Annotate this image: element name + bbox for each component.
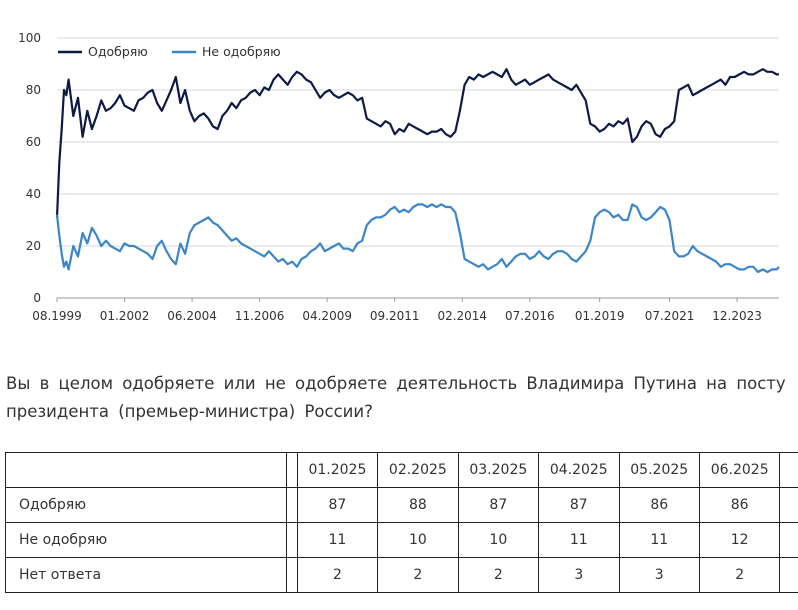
survey-question-line-1: Вы в целом одобряете или не одобряете де… bbox=[6, 374, 786, 393]
y-tick-label: 80 bbox=[26, 83, 41, 97]
table-header-empty bbox=[5, 452, 287, 488]
y-axis-tick-labels: 0 20 40 60 80 100 bbox=[18, 31, 41, 305]
x-tick-label: 11.2006 bbox=[235, 309, 285, 323]
table-header-month: 05.2025 bbox=[618, 452, 700, 488]
chart-legend: Одобряю Не одобряю bbox=[58, 44, 281, 59]
approval-line-chart: 0 20 40 60 80 100 08.1999 01.2002 06.2004 11.200… bbox=[18, 31, 780, 323]
legend-label: Не одобряю bbox=[202, 44, 281, 59]
chart-series-lines bbox=[55, 68, 780, 274]
x-tick-label: 01.2019 bbox=[575, 309, 625, 323]
y-tick-label: 40 bbox=[26, 187, 41, 201]
table-cell: 86 bbox=[618, 487, 700, 523]
table-cell: 87 bbox=[538, 487, 620, 523]
table-cell: 11 bbox=[538, 522, 620, 558]
table-row: Одобряю 87 88 87 87 86 86 bbox=[5, 487, 798, 523]
x-tick-label: 01.2002 bbox=[100, 309, 150, 323]
row-label-disapprove: Не одобряю bbox=[5, 522, 287, 558]
row-label-no-answer: Нет ответа bbox=[5, 557, 287, 593]
table-spacer bbox=[779, 522, 798, 558]
legend-label: Одобряю bbox=[88, 44, 148, 59]
y-tick-label: 60 bbox=[26, 135, 41, 149]
table-header-month: 03.2025 bbox=[457, 452, 540, 488]
table-cell: 2 bbox=[296, 557, 379, 593]
table-header-row: 01.2025 02.2025 03.2025 04.2025 05.2025 … bbox=[5, 452, 798, 488]
table-cell: 10 bbox=[377, 522, 459, 558]
table-cell: 88 bbox=[377, 487, 459, 523]
x-tick-label: 12.2023 bbox=[712, 309, 762, 323]
table-cell: 11 bbox=[618, 522, 700, 558]
table-cell: 2 bbox=[377, 557, 459, 593]
table-cell: 86 bbox=[698, 487, 781, 523]
table-header-month: 01.2025 bbox=[296, 452, 379, 488]
series-line-approve bbox=[55, 68, 779, 218]
chart-gridlines bbox=[57, 37, 779, 299]
results-table: 01.2025 02.2025 03.2025 04.2025 05.2025 … bbox=[5, 452, 798, 593]
table-spacer bbox=[285, 522, 298, 558]
y-tick-label: 20 bbox=[26, 239, 41, 253]
x-tick-label: 09.2011 bbox=[370, 309, 420, 323]
table-cell: 87 bbox=[296, 487, 379, 523]
table-cell: 12 bbox=[698, 522, 781, 558]
y-tick-label: 0 bbox=[33, 291, 41, 305]
x-tick-label: 02.2014 bbox=[437, 309, 487, 323]
series-line-disapprove bbox=[55, 203, 780, 274]
x-tick-label: 07.2021 bbox=[645, 309, 695, 323]
table-spacer bbox=[285, 487, 298, 523]
table-spacer bbox=[779, 557, 798, 593]
x-tick-label: 04.2009 bbox=[302, 309, 352, 323]
table-cell: 87 bbox=[457, 487, 540, 523]
table-spacer bbox=[285, 452, 298, 488]
x-tick-label: 06.2004 bbox=[167, 309, 217, 323]
table-spacer bbox=[285, 557, 298, 593]
table-cell: 3 bbox=[538, 557, 620, 593]
table-spacer bbox=[779, 487, 798, 523]
table-row: Нет ответа 2 2 2 3 3 2 bbox=[5, 557, 798, 593]
y-tick-label: 100 bbox=[18, 31, 41, 45]
table-header-month: 06.2025 bbox=[698, 452, 781, 488]
table-cell: 10 bbox=[457, 522, 540, 558]
table-header-month: 02.2025 bbox=[377, 452, 459, 488]
row-label-approve: Одобряю bbox=[5, 487, 287, 523]
table-cell: 2 bbox=[698, 557, 781, 593]
survey-question-line-2: президента (премьер-министра) России? bbox=[6, 402, 373, 421]
survey-question: Вы в целом одобряете или не одобряете де… bbox=[6, 370, 798, 426]
table-spacer bbox=[779, 452, 798, 488]
table-cell: 3 bbox=[618, 557, 700, 593]
x-axis-tick-labels: 08.1999 01.2002 06.2004 11.2006 04.2009 09.20… bbox=[32, 298, 762, 323]
table-row: Не одобряю 11 10 10 11 11 12 bbox=[5, 522, 798, 558]
table-cell: 2 bbox=[457, 557, 540, 593]
x-tick-label: 07.2016 bbox=[505, 309, 555, 323]
table-header-month: 04.2025 bbox=[538, 452, 620, 488]
x-tick-label: 08.1999 bbox=[32, 309, 82, 323]
table-cell: 11 bbox=[296, 522, 379, 558]
